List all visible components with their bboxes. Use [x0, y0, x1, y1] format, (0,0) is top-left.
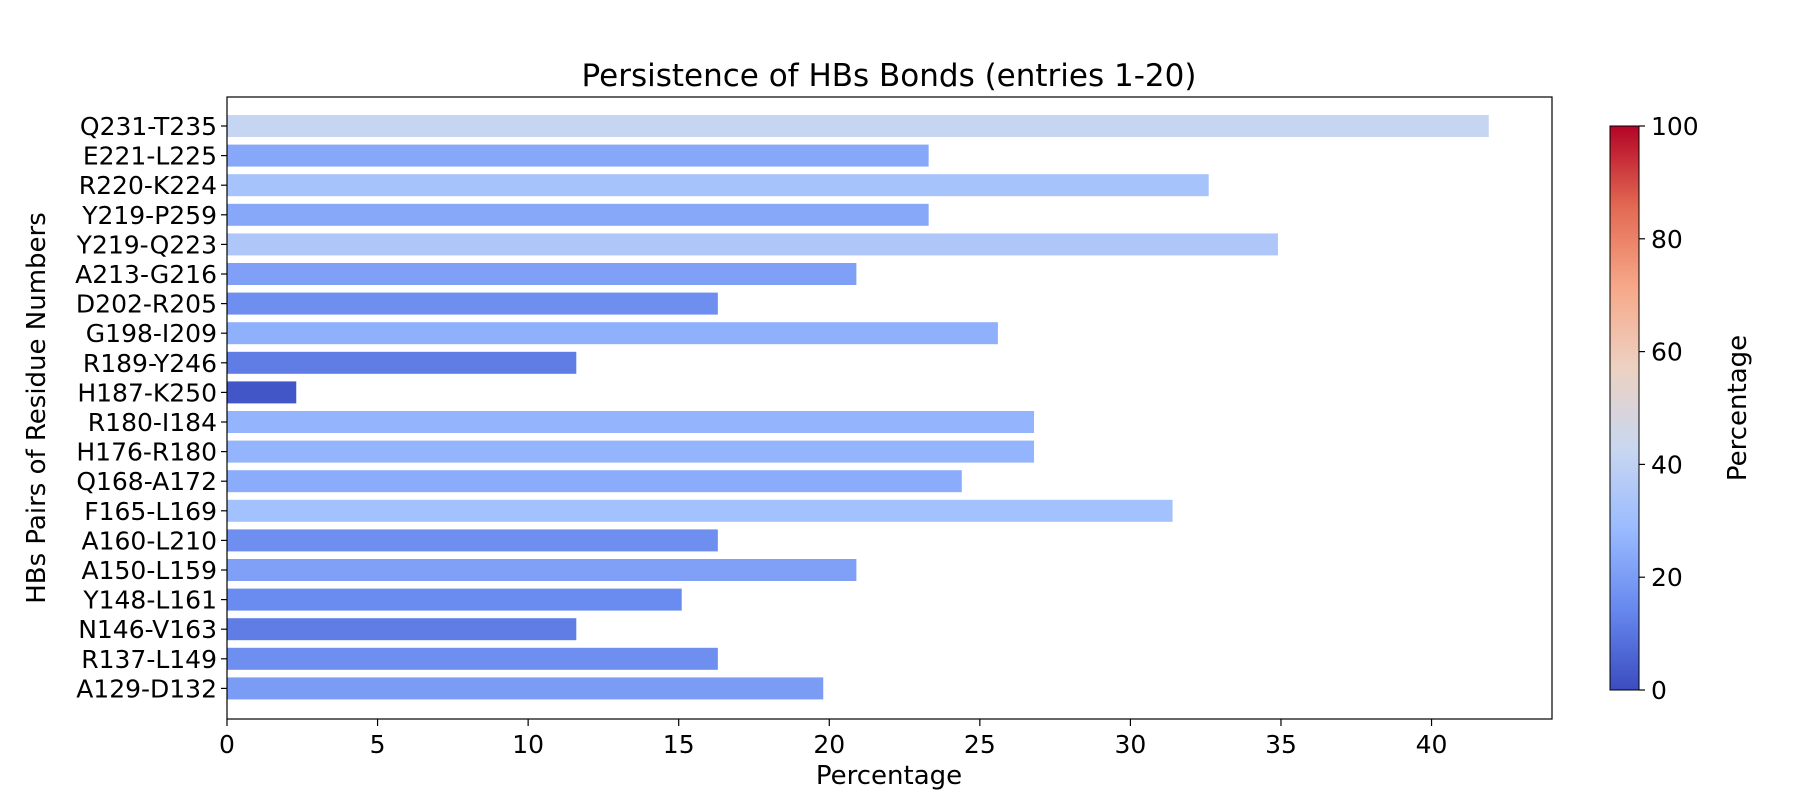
x-tick-label: 30	[1115, 730, 1147, 759]
bar	[227, 322, 998, 345]
y-tick-label: R180-I184	[88, 408, 217, 437]
y-tick-label: R220-K224	[79, 171, 217, 200]
colorbar-tick-label: 80	[1651, 225, 1683, 254]
y-tick-labels: Q231-T235E221-L225R220-K224Y219-P259Y219…	[75, 112, 227, 703]
bar	[227, 115, 1489, 137]
y-tick-label: R137-L149	[81, 645, 217, 674]
y-tick-label: E221-L225	[83, 142, 217, 171]
bar	[227, 440, 1035, 463]
y-tick-label: N146-V163	[78, 615, 217, 644]
colorbar-ticks: 0 20 40 60 80 100	[1639, 112, 1699, 705]
y-tick-label: H187-K250	[77, 378, 217, 407]
bar	[227, 203, 929, 226]
y-tick-label: A160-L210	[82, 526, 218, 555]
x-tick-label: 5	[370, 730, 386, 759]
y-tick-label: F165-L169	[84, 497, 217, 526]
x-tick-label: 20	[813, 730, 845, 759]
x-tick-label: 25	[964, 730, 996, 759]
y-tick-label: Q168-A172	[76, 467, 217, 496]
y-tick-label: A150-L159	[82, 556, 218, 585]
y-tick-label: H176-R180	[76, 438, 217, 467]
colorbar-tick-label: 40	[1651, 450, 1683, 479]
bar	[227, 470, 962, 493]
bar	[227, 411, 1035, 433]
bar	[227, 381, 297, 404]
bar	[227, 144, 929, 167]
bar	[227, 263, 857, 285]
x-axis-label: Percentage	[816, 761, 962, 791]
x-tick-label: 15	[663, 730, 695, 759]
bar	[227, 351, 577, 374]
bar	[227, 174, 1209, 197]
bar	[227, 292, 718, 315]
colorbar-tick-label: 20	[1651, 563, 1683, 592]
y-axis-label: HBs Pairs of Residue Numbers	[22, 212, 52, 604]
colorbar	[1609, 125, 1640, 691]
x-tick-label: 35	[1265, 730, 1297, 759]
y-tick-label: Y219-P259	[81, 201, 217, 230]
bar	[227, 588, 682, 611]
y-tick-label: A213-G216	[75, 260, 217, 289]
y-tick-label: Q231-T235	[80, 112, 217, 141]
colorbar-tick-label: 60	[1651, 338, 1683, 367]
plot-frame	[226, 96, 1553, 720]
colorbar-tick-label: 100	[1651, 112, 1699, 141]
bar	[227, 559, 857, 581]
colorbar-tick-label: 0	[1651, 676, 1667, 705]
bar	[227, 618, 577, 641]
bar	[227, 677, 824, 700]
colorbar-label: Percentage	[1723, 335, 1753, 481]
x-ticks: 0 5 10 15 20 25 30 35 40	[219, 719, 1447, 759]
bar	[227, 233, 1278, 256]
y-tick-label: R189-Y246	[83, 349, 217, 378]
y-tick-label: Y219-Q223	[76, 230, 217, 259]
bar	[227, 499, 1173, 522]
x-tick-label: 40	[1416, 730, 1448, 759]
y-tick-label: Y148-L161	[82, 586, 217, 615]
bar	[227, 529, 718, 552]
x-tick-label: 0	[219, 730, 235, 759]
y-tick-label: G198-I209	[86, 319, 217, 348]
y-tick-label: D202-R205	[76, 290, 217, 319]
bars-group	[227, 115, 1489, 700]
chart-title: Persistence of HBs Bonds (entries 1-20)	[582, 58, 1197, 94]
x-tick-label: 10	[512, 730, 544, 759]
bar	[227, 647, 718, 670]
y-tick-label: A129-D132	[76, 674, 217, 703]
